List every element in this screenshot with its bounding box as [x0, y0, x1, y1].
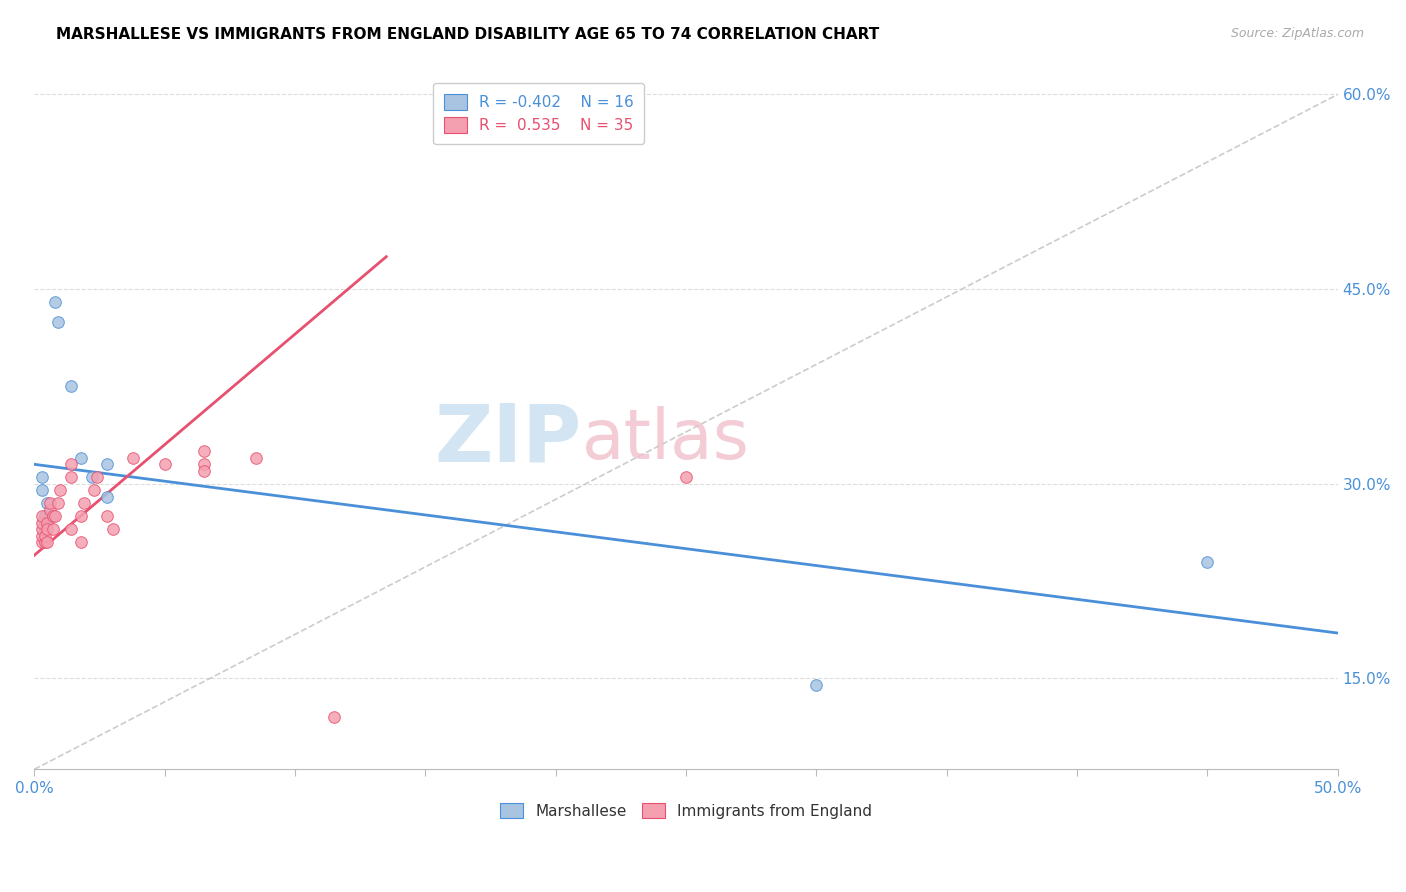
Point: [245, 450, 267, 465]
Point: [59, 522, 82, 536]
Point: [70, 450, 93, 465]
Point: [37, 516, 59, 530]
Point: [41, 522, 63, 536]
Point: [34, 516, 56, 530]
Point: [70, 535, 93, 549]
Legend: Marshallese, Immigrants from England: Marshallese, Immigrants from England: [494, 797, 879, 825]
Point: [31, 516, 53, 530]
Point: [193, 464, 215, 478]
Point: [39, 509, 62, 524]
Point: [31, 529, 53, 543]
Point: [37, 496, 59, 510]
Point: [49, 483, 72, 498]
Point: [44, 295, 66, 310]
Point: [73, 496, 96, 510]
Text: Source: ZipAtlas.com: Source: ZipAtlas.com: [1230, 27, 1364, 40]
Point: [44, 509, 66, 524]
Text: ZIP: ZIP: [434, 401, 582, 479]
Point: [122, 450, 145, 465]
Point: [46, 315, 69, 329]
Point: [806, 678, 828, 692]
Point: [39, 502, 62, 516]
Point: [46, 496, 69, 510]
Point: [31, 483, 53, 498]
Point: [59, 458, 82, 472]
Point: [31, 509, 53, 524]
Point: [37, 522, 59, 536]
Point: [1197, 555, 1219, 569]
Point: [193, 458, 215, 472]
Point: [59, 470, 82, 484]
Point: [34, 509, 56, 524]
Point: [153, 458, 176, 472]
Text: MARSHALLESE VS IMMIGRANTS FROM ENGLAND DISABILITY AGE 65 TO 74 CORRELATION CHART: MARSHALLESE VS IMMIGRANTS FROM ENGLAND D…: [56, 27, 880, 42]
Point: [59, 379, 82, 393]
Point: [86, 470, 108, 484]
Text: atlas: atlas: [582, 407, 749, 474]
Point: [101, 522, 124, 536]
Point: [83, 483, 105, 498]
Point: [70, 509, 93, 524]
Point: [96, 490, 118, 504]
Point: [193, 444, 215, 458]
Point: [37, 535, 59, 549]
Point: [675, 470, 697, 484]
Point: [39, 496, 62, 510]
Point: [31, 470, 53, 484]
Point: [34, 535, 56, 549]
Point: [34, 529, 56, 543]
Point: [323, 710, 346, 724]
Point: [80, 470, 103, 484]
Point: [96, 458, 118, 472]
Point: [96, 509, 118, 524]
Point: [31, 535, 53, 549]
Point: [31, 522, 53, 536]
Point: [34, 522, 56, 536]
Point: [41, 509, 63, 524]
